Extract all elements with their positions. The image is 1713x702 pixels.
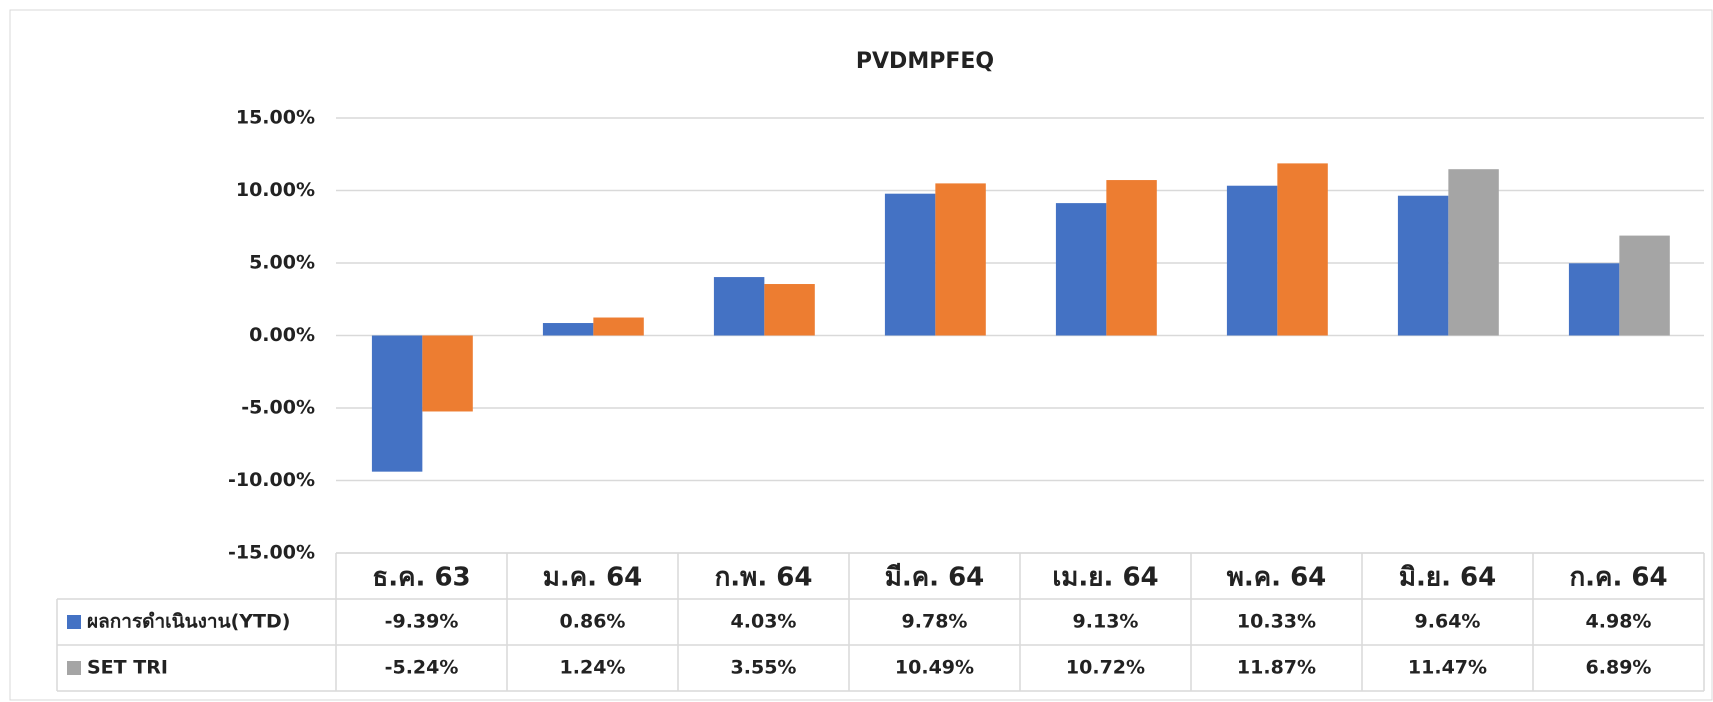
data-label: 9.78% (902, 611, 968, 633)
chart-border (9, 9, 1713, 701)
y-tick-label: 15.00% (236, 107, 315, 129)
bar (764, 284, 815, 336)
bar (1619, 235, 1670, 336)
y-tick-label: 5.00% (249, 252, 315, 274)
bar (1277, 163, 1328, 336)
x-tick-label: มิ.ย. 64 (1399, 563, 1496, 593)
bar (1448, 169, 1499, 336)
data-label: 4.98% (1586, 611, 1652, 633)
x-tick-label: มี.ค. 64 (885, 563, 985, 593)
data-label: 4.03% (731, 611, 797, 633)
x-tick-label: พ.ค. 64 (1227, 563, 1327, 593)
y-tick-label: -5.00% (241, 397, 315, 419)
x-tick-label: เม.ย. 64 (1052, 563, 1158, 593)
legend-label: SET TRI (87, 657, 168, 679)
data-label: 9.64% (1415, 611, 1481, 633)
bar (884, 193, 936, 336)
legend-key (67, 615, 81, 629)
y-tick-label: 10.00% (236, 179, 315, 201)
data-label: 11.47% (1408, 657, 1487, 679)
x-tick-label: ก.ค. 64 (1569, 563, 1667, 593)
data-label: 10.49% (895, 657, 974, 679)
bar (935, 183, 986, 336)
x-tick-label: ม.ค. 64 (543, 563, 643, 593)
bar (593, 317, 644, 336)
data-label: 9.13% (1073, 611, 1139, 633)
data-label: -9.39% (385, 611, 459, 633)
y-tick-label: -15.00% (228, 542, 315, 564)
bar (1397, 195, 1449, 336)
legend-key (67, 661, 81, 675)
data-label: 0.86% (560, 611, 626, 633)
data-label: 1.24% (560, 657, 626, 679)
bar (1106, 180, 1157, 336)
data-label: 6.89% (1586, 657, 1652, 679)
legend-label: ผลการดำเนินงาน(YTD) (87, 611, 290, 633)
y-tick-label: -10.00% (228, 469, 315, 491)
bar (1568, 263, 1620, 336)
bar (713, 277, 765, 336)
bar (371, 335, 423, 472)
x-tick-label: ธ.ค. 63 (372, 563, 470, 593)
y-tick-label: 0.00% (249, 324, 315, 346)
x-tick-label: ก.พ. 64 (715, 563, 813, 593)
data-label: 3.55% (731, 657, 797, 679)
data-label: 10.72% (1066, 657, 1145, 679)
chart-title: PVDMPFEQ (856, 49, 994, 74)
data-label: 11.87% (1237, 657, 1316, 679)
bar (542, 323, 594, 336)
bar (1226, 185, 1278, 336)
data-label: -5.24% (385, 657, 459, 679)
data-label: 10.33% (1237, 611, 1316, 633)
bar (1055, 203, 1107, 336)
bar (422, 335, 473, 412)
